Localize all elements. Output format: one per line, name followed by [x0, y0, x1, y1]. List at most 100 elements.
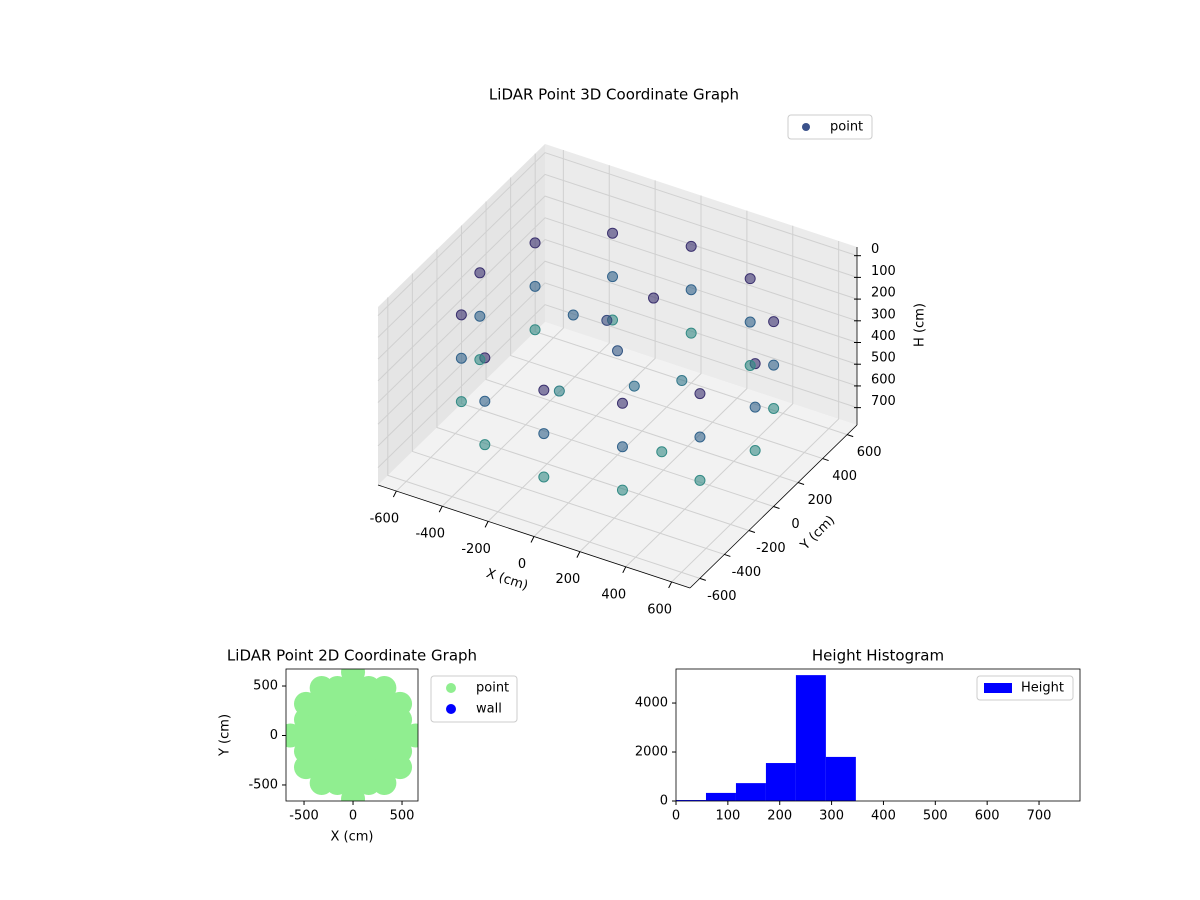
point — [694, 431, 706, 443]
y-tick — [724, 553, 731, 557]
point — [479, 439, 491, 451]
point — [538, 384, 550, 396]
point — [768, 316, 780, 328]
x-tick-label: -600 — [370, 512, 400, 527]
grid-line — [625, 225, 794, 568]
point — [601, 314, 613, 326]
point — [685, 327, 697, 339]
point — [474, 267, 486, 279]
chart-title: Height Histogram — [812, 647, 944, 665]
x-tick-label: 500 — [390, 809, 415, 824]
point — [749, 401, 761, 413]
y-tick-label: 200 — [808, 493, 833, 508]
grid-line — [487, 180, 656, 522]
y-tick-label: 4000 — [635, 696, 668, 711]
point — [768, 402, 780, 414]
x-tick — [392, 490, 397, 498]
x-tick-label: 0 — [518, 557, 526, 572]
x-tick-label: 0 — [349, 809, 357, 824]
x-tick-label: -400 — [415, 527, 445, 542]
point — [567, 309, 579, 321]
legend-marker — [802, 123, 810, 131]
x-tick-label: 500 — [923, 809, 948, 824]
point — [616, 484, 628, 496]
z-tick-label: 200 — [871, 286, 896, 301]
point — [538, 428, 550, 440]
y-tick-label: -400 — [732, 565, 762, 580]
point — [538, 471, 550, 483]
grid-line — [387, 297, 700, 579]
x-tick-label: 700 — [1027, 809, 1052, 824]
x-tick — [622, 566, 627, 574]
point — [529, 280, 541, 292]
bar — [705, 792, 736, 801]
legend-box — [976, 675, 1074, 701]
x-tick-label: 200 — [555, 572, 580, 587]
y-tick-label: 2000 — [635, 745, 668, 760]
point — [744, 359, 756, 371]
x-tick — [668, 581, 673, 589]
x-tick-label: 300 — [819, 809, 844, 824]
point — [474, 354, 486, 366]
legend-patch — [984, 683, 1012, 693]
grid-line — [377, 152, 858, 317]
point — [656, 446, 668, 458]
y-tick-label: 0 — [660, 794, 668, 809]
point — [553, 385, 565, 397]
point — [455, 396, 467, 408]
bar — [765, 763, 796, 801]
x-tick-label: 400 — [871, 809, 896, 824]
legend-box — [787, 114, 873, 140]
point — [479, 395, 491, 407]
x-tick — [438, 505, 443, 513]
y-tick-label: -600 — [707, 589, 737, 604]
grid-line — [377, 217, 858, 382]
y-tick-label: 500 — [253, 679, 278, 694]
axes-frame — [675, 668, 1081, 802]
point — [403, 723, 418, 748]
bar — [676, 800, 706, 801]
z-tick-label: 500 — [871, 351, 896, 366]
x-tick-label: 200 — [767, 809, 792, 824]
point — [685, 284, 697, 296]
z-tick-label: 100 — [871, 264, 896, 279]
point — [616, 441, 628, 453]
grid-line — [441, 165, 610, 507]
point — [744, 316, 756, 328]
y-axis-label: Y (cm) — [218, 714, 233, 757]
y-tick-label: 0 — [270, 728, 278, 743]
point — [529, 237, 541, 249]
point — [676, 375, 688, 387]
legend-marker — [446, 704, 456, 714]
legend-label: Height — [1021, 681, 1064, 696]
point — [529, 324, 541, 336]
point — [685, 240, 697, 252]
grid-line — [377, 238, 858, 403]
x-tick-label: -500 — [289, 809, 319, 824]
y-tick-label: 600 — [857, 445, 882, 460]
point — [474, 310, 486, 322]
grid-line — [671, 240, 840, 583]
point — [455, 309, 467, 321]
legend-marker — [446, 683, 456, 693]
point — [749, 445, 761, 457]
plot-area — [286, 669, 418, 801]
point — [612, 345, 623, 357]
bar — [825, 756, 856, 801]
grid-line — [485, 201, 799, 484]
z-tick-label: 400 — [871, 329, 896, 344]
y-tick — [847, 434, 854, 438]
grid-line — [579, 210, 748, 553]
y-tick — [773, 506, 780, 509]
legend-label: point — [476, 681, 509, 696]
legend-label: point — [830, 120, 863, 135]
point — [388, 691, 413, 716]
point — [628, 380, 640, 392]
x-tick — [484, 521, 489, 528]
grid-line — [411, 273, 725, 555]
grid-line — [377, 282, 858, 447]
chart-title: LiDAR Point 3D Coordinate Graph — [489, 86, 739, 104]
grid-line — [377, 195, 858, 360]
grid-line — [436, 249, 750, 531]
